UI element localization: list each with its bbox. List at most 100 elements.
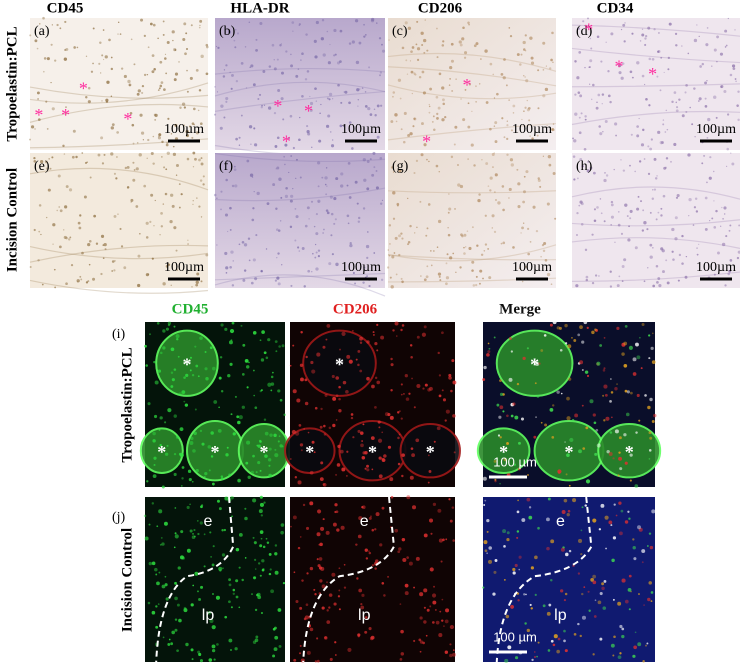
cell <box>524 34 527 37</box>
cell <box>296 398 301 403</box>
cell <box>322 483 326 486</box>
cell <box>644 37 647 40</box>
cell <box>599 344 603 347</box>
cell <box>294 239 297 242</box>
cell <box>100 272 103 276</box>
cell <box>638 593 640 595</box>
cell <box>190 436 194 441</box>
cell <box>224 251 228 256</box>
cell <box>363 266 366 269</box>
cell <box>51 107 55 111</box>
cell <box>45 216 48 219</box>
cell <box>368 551 372 555</box>
cell <box>582 447 586 450</box>
cell <box>199 521 203 525</box>
cell <box>681 45 683 47</box>
cell <box>224 327 228 331</box>
cell <box>193 431 197 436</box>
cell <box>339 348 341 351</box>
cell <box>167 321 172 325</box>
cell <box>363 23 365 26</box>
cell <box>736 104 739 107</box>
cell <box>240 324 243 327</box>
cell <box>730 152 732 154</box>
cell <box>581 164 584 168</box>
cell <box>396 204 399 207</box>
cell <box>604 171 606 174</box>
cell <box>580 223 584 226</box>
cell <box>351 147 354 150</box>
cell <box>407 197 409 200</box>
cell <box>639 40 642 42</box>
cell <box>386 266 390 269</box>
cell <box>565 473 568 476</box>
cell <box>380 335 385 340</box>
marker: * <box>565 442 574 462</box>
cell <box>430 532 433 535</box>
cell <box>372 333 375 336</box>
cell <box>45 100 48 103</box>
cell <box>245 461 249 465</box>
cell <box>435 95 439 99</box>
cell <box>630 391 633 395</box>
cell <box>374 528 377 531</box>
cell <box>317 255 320 258</box>
cell <box>299 536 302 538</box>
cell <box>475 283 478 287</box>
cell <box>230 606 233 609</box>
scale-bar-label: 100µm <box>512 260 552 275</box>
cell <box>332 139 334 141</box>
cell <box>249 173 254 177</box>
cell <box>593 208 597 211</box>
cell <box>601 582 605 586</box>
cell <box>191 480 194 483</box>
cell <box>34 128 36 130</box>
cell <box>408 392 411 395</box>
cell <box>628 608 631 611</box>
cell <box>372 151 376 155</box>
cell <box>198 205 201 208</box>
cell <box>693 87 696 90</box>
cell <box>238 136 241 139</box>
cell <box>257 562 261 565</box>
row-label: Tropoelastin:PCL <box>4 26 20 141</box>
cell <box>537 107 540 110</box>
cell <box>110 126 114 130</box>
cell <box>133 63 136 66</box>
cell <box>106 80 110 84</box>
cell <box>178 206 181 209</box>
cell <box>524 76 526 78</box>
cell <box>441 619 444 622</box>
cell <box>362 423 365 426</box>
cell <box>214 86 216 88</box>
cell <box>633 557 637 561</box>
cell <box>263 351 267 355</box>
cell <box>247 475 251 479</box>
cell <box>596 443 601 448</box>
cell <box>637 525 642 530</box>
cell <box>448 84 451 86</box>
cell <box>429 249 432 252</box>
ihc-panel: (h)100µm <box>571 152 740 288</box>
cell <box>303 428 306 430</box>
cell <box>527 106 531 110</box>
cell <box>413 171 416 175</box>
cell <box>643 83 646 86</box>
cell <box>438 170 441 173</box>
cell <box>485 162 489 165</box>
cell <box>357 99 360 101</box>
cell <box>335 473 338 476</box>
cell <box>460 98 462 100</box>
cell <box>449 78 451 80</box>
cell <box>642 660 645 663</box>
cell <box>452 652 456 657</box>
cell <box>573 139 577 143</box>
cell <box>437 272 442 276</box>
cell <box>607 70 610 73</box>
cell <box>489 189 492 192</box>
cell <box>499 436 502 439</box>
cell <box>156 321 160 325</box>
cell <box>475 101 477 103</box>
cell <box>503 545 506 548</box>
